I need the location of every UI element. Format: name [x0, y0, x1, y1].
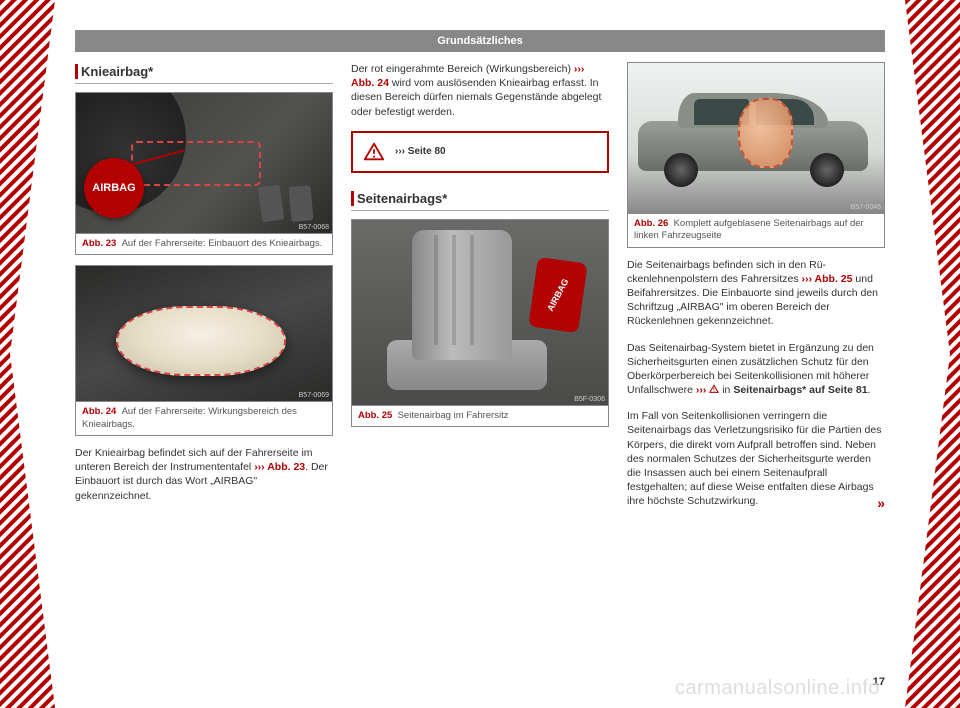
- column-3: B57-0046 Abb. 26 Komplett aufgeblasene S…: [627, 62, 885, 520]
- figure-23-label: B57-0068: [299, 224, 329, 231]
- watermark: carmanualsonline.info: [675, 677, 880, 700]
- warning-triangle-inline-icon: [709, 384, 719, 394]
- section-title-knieairbag: Knieairbag*: [75, 62, 333, 84]
- col1-para1: Der Knieairbag befindet sich auf der Fah…: [75, 446, 333, 503]
- hatch-pattern-left: [0, 0, 55, 708]
- figure-26-image: B57-0046: [628, 63, 884, 213]
- figure-26-label: B57-0046: [851, 204, 881, 211]
- ref-abb25: ››› Abb. 25: [802, 273, 853, 285]
- col2-para1: Der rot eingerahmte Bereich (Wirkungsbe­…: [351, 62, 609, 119]
- figure-24-caption: Abb. 24 Auf der Fahrerseite: Wirkungsber…: [76, 401, 332, 435]
- column-1: Knieairbag* AIRBAG B57-0068 Abb. 23 Auf …: [75, 62, 333, 520]
- col3-para2: Das Seitenairbag-System bietet in Ergänz…: [627, 341, 885, 398]
- figure-23-ref: Abb. 23: [82, 238, 116, 249]
- warning-text: ››› Seite 80: [395, 146, 446, 157]
- figure-25-label: B5F-0306: [574, 396, 605, 403]
- figure-26-caption: Abb. 26 Komplett aufgeblasene Seitenair­…: [628, 213, 884, 247]
- figure-25-image: AIRBAG B5F-0306: [352, 220, 608, 405]
- column-2: Der rot eingerahmte Bereich (Wirkungsbe­…: [351, 62, 609, 520]
- col3-para3: Im Fall von Seitenkollisionen verringern…: [627, 409, 885, 508]
- figure-23: AIRBAG B57-0068 Abb. 23 Auf der Fahrerse…: [75, 92, 333, 255]
- figure-26-ref: Abb. 26: [634, 218, 668, 229]
- figure-24-image: B57-0069: [76, 266, 332, 401]
- ref-abb23: ››› Abb. 23: [254, 461, 305, 473]
- figure-23-image: AIRBAG B57-0068: [76, 93, 332, 233]
- figure-25-ref: Abb. 25: [358, 410, 392, 421]
- columns: Knieairbag* AIRBAG B57-0068 Abb. 23 Auf …: [75, 62, 885, 520]
- page-header: Grundsätzliches: [75, 30, 885, 52]
- figure-24: B57-0069 Abb. 24 Auf der Fahrerseite: Wi…: [75, 265, 333, 436]
- airbag-badge-icon: AIRBAG: [84, 158, 144, 218]
- figure-23-caption: Abb. 23 Auf der Fahrerseite: Einbauort d…: [76, 233, 332, 254]
- figure-26: B57-0046 Abb. 26 Komplett aufgeblasene S…: [627, 62, 885, 248]
- section-title-seitenairbags: Seitenairbags*: [351, 189, 609, 211]
- figure-25: AIRBAG B5F-0306 Abb. 25 Seitenairbag im …: [351, 219, 609, 427]
- content-area: Grundsätzliches Knieairbag* AIRBAG B57-0…: [75, 30, 885, 680]
- figure-25-caption: Abb. 25 Seitenairbag im Fahrersitz: [352, 405, 608, 426]
- page: Grundsätzliches Knieairbag* AIRBAG B57-0…: [0, 0, 960, 708]
- col3-para1: Die Seitenairbags befinden sich in den R…: [627, 258, 885, 329]
- figure-24-ref: Abb. 24: [82, 406, 116, 417]
- figure-24-label: B57-0069: [299, 392, 329, 399]
- warning-triangle-icon: [363, 141, 385, 163]
- warning-box: ››› Seite 80: [351, 131, 609, 173]
- hatch-pattern-right: [905, 0, 960, 708]
- continuation-icon: »: [877, 494, 885, 513]
- side-airbag-badge-icon: AIRBAG: [528, 257, 587, 333]
